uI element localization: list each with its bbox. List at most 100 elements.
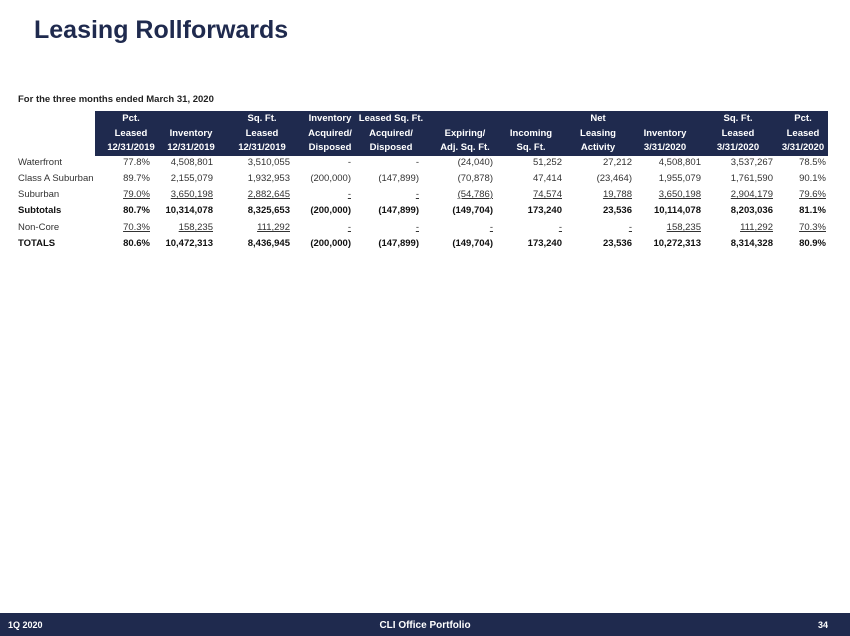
row-label: Subtotals [18, 205, 62, 216]
cell-value: 4,508,801 [170, 157, 213, 168]
cell-value: (147,899) [378, 205, 419, 216]
row-label: Class A Suburban [18, 173, 94, 184]
column-header: Acquired/ [369, 127, 413, 139]
cell-value: - [489, 222, 493, 233]
cell-value: - [347, 222, 351, 233]
cell-value: 158,235 [178, 222, 213, 233]
cell-value: - [628, 222, 632, 233]
cell-value: (149,704) [452, 205, 493, 216]
cell-value: 10,472,313 [165, 238, 213, 249]
column-header: Net [590, 113, 606, 124]
cell-value: (200,000) [310, 173, 351, 184]
column-header: 12/31/2019 [238, 142, 286, 153]
cell-value: (147,899) [378, 238, 419, 249]
row-label: Waterfront [18, 157, 62, 168]
column-header: Sq. Ft. [723, 113, 753, 124]
footer-bar [0, 613, 850, 636]
cell-value: 89.7% [123, 173, 150, 184]
cell-value: 173,240 [527, 238, 562, 249]
cell-value: (70,878) [457, 173, 493, 184]
row-label: Suburban [18, 189, 60, 200]
cell-value: 79.0% [123, 189, 150, 200]
column-header: Sq. Ft. [516, 142, 546, 153]
footer-left: 1Q 2020 [8, 620, 43, 630]
cell-value: 23,536 [602, 205, 632, 216]
column-header: Pct. [122, 113, 140, 124]
cell-value: 1,955,079 [658, 173, 701, 184]
cell-value: 77.8% [123, 157, 150, 168]
column-header: Inventory [308, 113, 352, 124]
row-label: TOTALS [18, 238, 56, 249]
cell-value: - [415, 189, 419, 200]
cell-value: - [415, 157, 419, 168]
column-header: 3/31/2020 [781, 142, 825, 153]
column-header: Sq. Ft. [247, 113, 277, 124]
column-header: Leased [114, 127, 148, 139]
cell-value: 3,510,055 [247, 157, 290, 168]
column-header: Leased [245, 127, 279, 139]
column-header: Leased Sq. Ft. [358, 113, 424, 124]
cell-value: 79.6% [799, 189, 826, 200]
cell-value: 8,203,036 [730, 205, 773, 216]
column-header: Adj. Sq. Ft. [440, 142, 490, 153]
cell-value: - [347, 189, 351, 200]
cell-value: 111,292 [257, 222, 290, 233]
cell-value: 8,325,653 [247, 205, 290, 216]
cell-value: - [415, 222, 419, 233]
cell-value: 78.5% [799, 157, 826, 168]
cell-value: 3,537,267 [730, 157, 773, 168]
cell-value: 8,436,945 [247, 238, 290, 249]
cell-value: 19,788 [602, 189, 632, 200]
footer-center: CLI Office Portfolio [379, 620, 471, 631]
cell-value: 2,904,179 [730, 189, 773, 200]
cell-value: (23,464) [596, 173, 632, 184]
cell-value: 3,650,198 [658, 189, 701, 200]
column-header: Inventory [643, 127, 687, 139]
cell-value: 10,314,078 [165, 205, 213, 216]
column-header: Leased [786, 127, 820, 139]
cell-value: 80.9% [799, 238, 826, 249]
cell-value: 8,314,328 [730, 238, 773, 249]
cell-value: 27,212 [602, 157, 632, 168]
column-header: 12/31/2019 [107, 142, 155, 153]
cell-value: 51,252 [532, 157, 562, 168]
cell-value: 80.6% [123, 238, 150, 249]
column-header: Incoming [509, 127, 553, 139]
cell-value: (200,000) [310, 205, 351, 216]
cell-value: 23,536 [602, 238, 632, 249]
title: Leasing Rollforwards [34, 16, 289, 44]
cell-value: 1,932,953 [247, 173, 290, 184]
row-label: Non-Core [18, 222, 60, 233]
cell-value: 158,235 [666, 222, 701, 233]
cell-value: (200,000) [310, 238, 351, 249]
column-header: 12/31/2019 [167, 142, 215, 153]
cell-value: 70.3% [799, 222, 826, 233]
cell-value: 81.1% [799, 205, 826, 216]
column-header: 3/31/2020 [643, 142, 687, 153]
cell-value: (149,704) [452, 238, 493, 249]
column-header: Acquired/ [308, 127, 352, 139]
cell-value: 10,272,313 [653, 238, 701, 249]
footer-right: 34 [817, 620, 828, 630]
cell-value: (54,786) [457, 189, 493, 200]
column-header: Leased [721, 127, 755, 139]
cell-value: 74,574 [532, 189, 562, 200]
column-header: 3/31/2020 [716, 142, 760, 153]
subtitle: For the three months ended March 31, 202… [18, 94, 214, 105]
column-header: Leasing [580, 127, 616, 139]
cell-value: 4,508,801 [658, 157, 701, 168]
cell-value: 70.3% [123, 222, 150, 233]
column-header: Disposed [369, 142, 413, 153]
cell-value: 90.1% [799, 173, 826, 184]
cell-value: 1,761,590 [730, 173, 773, 184]
cell-value: 10,114,078 [653, 205, 701, 216]
cell-value: 173,240 [527, 205, 562, 216]
column-header: Disposed [308, 142, 352, 153]
column-header: Activity [580, 142, 616, 153]
header-band [95, 111, 828, 156]
cell-value: 2,155,079 [170, 173, 213, 184]
cell-value: - [558, 222, 562, 233]
cell-value: 47,414 [532, 173, 562, 184]
cell-value: (147,899) [378, 173, 419, 184]
